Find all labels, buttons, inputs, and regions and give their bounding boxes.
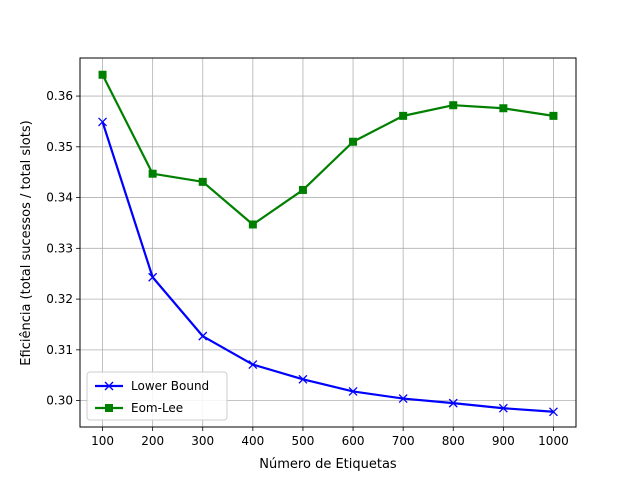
x-tick-label: 900: [492, 434, 515, 448]
data-point: [548, 407, 558, 417]
x-tick-label: 500: [291, 434, 314, 448]
data-point: [148, 169, 157, 178]
data-point: [98, 117, 108, 127]
data-point: [198, 331, 208, 341]
legend: Lower Bound Eom-Lee: [86, 371, 228, 421]
y-tick-label: 0.35: [46, 140, 73, 154]
data-point: [349, 137, 358, 146]
x-tick-label: 100: [91, 434, 114, 448]
data-point: [398, 394, 408, 404]
y-tick-label: 0.36: [46, 89, 73, 103]
data-point: [148, 272, 158, 282]
x-axis-label: Número de Etiquetas: [259, 457, 397, 472]
series-0: [98, 117, 558, 417]
legend-item: Lower Bound: [95, 379, 209, 393]
y-tick-label: 0.30: [46, 394, 73, 408]
series-line: [101, 121, 554, 413]
y-tick-label: 0.33: [46, 241, 73, 255]
x-axis-ticks: 100 200 300 400 500 600 700 800 900 1000: [91, 427, 569, 448]
data-point: [348, 387, 358, 396]
data-point: [399, 111, 408, 120]
x-tick-label: 800: [442, 434, 465, 448]
data-point: [549, 111, 558, 120]
data-point: [498, 403, 508, 413]
data-point: [198, 177, 207, 186]
series-layer: [98, 70, 558, 417]
y-axis-ticks: 0.30 0.31 0.32 0.33 0.34 0.35 0.36: [46, 89, 80, 408]
data-point: [248, 220, 257, 229]
data-point: [248, 360, 258, 370]
legend-marker: [105, 404, 113, 412]
y-tick-label: 0.32: [46, 292, 73, 306]
x-tick-label: 400: [241, 434, 264, 448]
y-tick-label: 0.34: [46, 191, 73, 205]
legend-item: Eom-Lee: [95, 401, 183, 415]
data-point: [499, 104, 508, 113]
plot-frame: [79, 57, 577, 428]
data-point: [98, 70, 107, 79]
legend-label: Lower Bound: [131, 379, 209, 393]
data-point: [448, 398, 458, 408]
x-tick-label: 700: [392, 434, 415, 448]
y-tick-label: 0.31: [46, 343, 73, 357]
series-line: [101, 74, 554, 226]
legend-label: Eom-Lee: [131, 401, 183, 415]
x-tick-label: 300: [191, 434, 214, 448]
x-tick-label: 600: [342, 434, 365, 448]
data-point: [298, 374, 308, 384]
x-tick-label: 1000: [538, 434, 569, 448]
series-1: [98, 70, 558, 229]
legend-marker: [104, 381, 114, 391]
x-tick-label: 200: [141, 434, 164, 448]
y-axis-label: Eficiência (total sucessos / total slots…: [19, 120, 34, 365]
data-point: [449, 101, 458, 110]
data-point: [298, 185, 307, 194]
